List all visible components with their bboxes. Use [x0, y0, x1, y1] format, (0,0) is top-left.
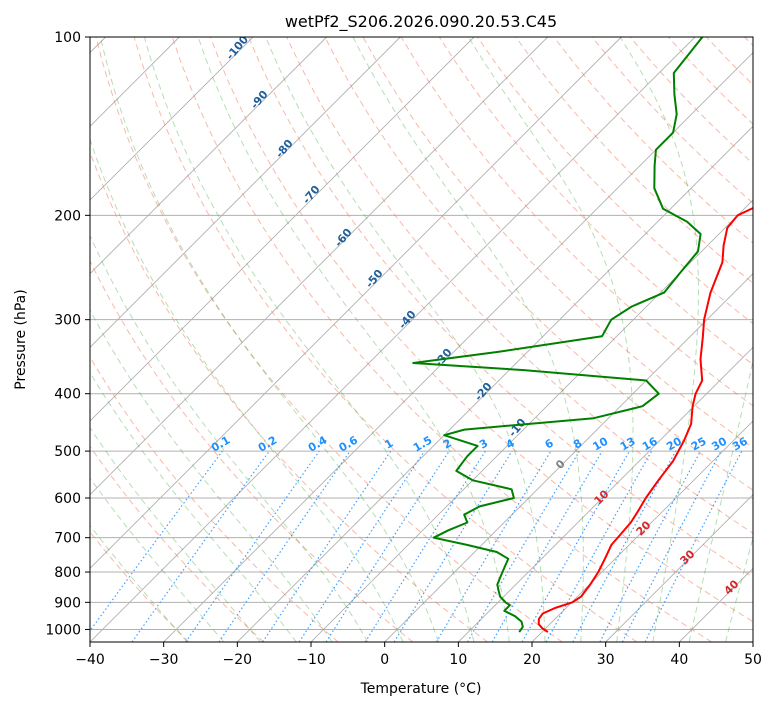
y-tick-label: 500	[54, 444, 81, 460]
isotherm-line	[237, 125, 753, 642]
moist-adiabat-line	[90, 234, 369, 642]
x-tick-label: 10	[449, 652, 467, 668]
dry-adiabat-line	[209, 37, 753, 623]
y-tick-label: 1000	[45, 622, 81, 638]
moist-adiabat-line	[265, 37, 546, 642]
isotherm-line	[605, 494, 753, 642]
profile-series	[412, 37, 753, 633]
mixing-ratio-line	[131, 450, 270, 642]
x-tick-label: 30	[597, 652, 615, 668]
chart-title: wetPf2_S206.2026.090.20.53.C45	[285, 12, 557, 32]
temperature-profile-line	[537, 206, 753, 633]
y-tick-label: 300	[54, 313, 81, 329]
isotherm-line	[531, 420, 753, 642]
moist-adiabat-line	[725, 536, 753, 642]
x-tick-label: 0	[380, 652, 389, 668]
y-tick-label: 200	[54, 208, 81, 224]
x-tick-label: −10	[296, 652, 326, 668]
dry-adiabat-line	[90, 356, 339, 642]
x-axis-ticks: −40 −30 −20 −10 0 10 20 30 40 50	[75, 642, 762, 668]
x-tick-label: −20	[223, 652, 253, 668]
y-tick-label: 600	[54, 491, 81, 507]
moist-adiabat-line	[619, 37, 699, 642]
dry-adiabat-line	[286, 37, 753, 534]
y-tick-label: 100	[54, 30, 81, 46]
mixing-ratio-line	[218, 450, 351, 642]
mixing-ratio-line	[644, 450, 743, 642]
dry-adiabat-line	[90, 445, 264, 642]
mixing-ratio-line	[298, 450, 425, 642]
mixing-ratio-line	[90, 450, 223, 632]
dry-adiabat-line	[171, 37, 712, 642]
dry-adiabat-line	[324, 37, 753, 491]
moist-adiabat-line	[143, 37, 475, 642]
moist-adiabat-line	[99, 37, 439, 642]
x-tick-label: 40	[670, 652, 688, 668]
mixing-ratio-line	[325, 450, 450, 642]
dry-adiabat-line	[515, 37, 753, 284]
isotherm-line	[458, 346, 753, 642]
isotherm-line	[384, 273, 753, 642]
x-tick-label: 50	[744, 652, 762, 668]
isotherm-line	[90, 37, 548, 496]
plot-area: 0.1 0.2 0.4 0.6 1 1.5 2 3 4 6 8 10 13 16 20 25 30 36-100-…	[90, 37, 753, 642]
x-tick-label: −30	[149, 652, 179, 668]
moist-adiabat-line	[90, 426, 261, 642]
dry-adiabat-line	[248, 37, 753, 578]
y-tick-label: 400	[54, 387, 81, 403]
y-axis-ticks: 100 200 300 400 500 600 700 800 900 1000	[45, 30, 90, 638]
isotherm-line	[90, 37, 327, 275]
mixing-ratio-line	[262, 450, 392, 642]
moist-adiabat-line	[90, 371, 297, 642]
moist-adiabat-line	[90, 137, 404, 642]
plot-frame	[89, 36, 754, 643]
moist-adiabat-line	[90, 308, 333, 642]
moist-adiabat-line	[90, 524, 188, 642]
isotherm-line	[90, 37, 475, 422]
moist-adiabat-line	[688, 358, 753, 642]
y-tick-label: 900	[54, 595, 81, 611]
moist-adiabat-line	[90, 477, 225, 642]
y-tick-label: 800	[54, 565, 81, 581]
dewpoint-profile-line	[412, 37, 704, 633]
mixing-ratio-line	[521, 450, 631, 642]
mixing-ratio-line	[185, 450, 320, 642]
isotherm-line	[90, 37, 254, 201]
moist-adiabat-line	[352, 37, 584, 642]
y-axis-title: Pressure (hPa)	[13, 289, 29, 389]
x-tick-label: −40	[75, 652, 105, 668]
x-axis-title: Temperature (°C)	[360, 681, 482, 697]
mixing-ratio-line	[545, 450, 653, 642]
isotherm-line	[90, 37, 696, 642]
dry-adiabat-line	[90, 259, 414, 642]
isotherm-line	[90, 37, 622, 569]
mixing-ratio-line	[572, 450, 677, 642]
y-tick-label: 700	[54, 531, 81, 547]
isotherm-line	[90, 37, 401, 348]
x-tick-label: 20	[523, 652, 541, 668]
dry-adiabat-line	[477, 37, 753, 325]
mixing-ratio-line	[393, 450, 513, 642]
